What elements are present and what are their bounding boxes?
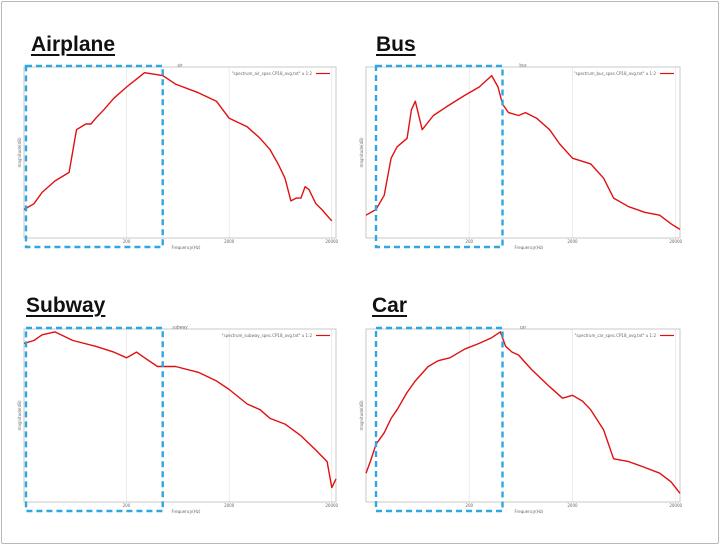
x-tick-label: 200 (465, 503, 473, 508)
legend-label: "spectrum_bus_spec.CP18_avg.txt" u 1:2 (574, 71, 657, 76)
x-tick-label: 2000 (224, 239, 235, 244)
x-axis-label: Frequency(Hz) (515, 509, 544, 514)
y-axis-label: magnitude(dB) (359, 137, 364, 167)
spectrum-line-series-0 (23, 72, 333, 222)
grid (468, 67, 677, 238)
x-axis-label: Frequency(Hz) (515, 245, 544, 250)
panel-title-car: Car (372, 294, 408, 317)
x-tick-label: 2000 (224, 503, 235, 508)
plot-title: bus (519, 63, 526, 68)
x-tick-label: 200 (465, 239, 473, 244)
highlight-region-box (24, 64, 164, 249)
y-axis-label: magnitude(dB) (17, 400, 22, 430)
x-tick-label: 2000 (567, 503, 578, 508)
x-axis-label: Frequency(Hz) (172, 245, 201, 250)
spectrum-line-series-0 (365, 331, 681, 494)
highlight-region-box (374, 64, 504, 249)
spectrum-chart-car: 200 2000 20000 car Frequency(Hz) magnitude(dB… (359, 325, 683, 515)
grid (126, 329, 333, 502)
y-axis-label: magnitude(dB) (17, 137, 22, 167)
spectrum-chart-airplane: 200 2000 20000 air Frequency(Hz) magnitude(dB… (17, 63, 339, 251)
plot-area (23, 328, 337, 503)
plot-area (365, 66, 681, 239)
panel-title-airplane: Airplane (31, 33, 116, 56)
grid (126, 67, 333, 238)
x-tick-label: 2000 (567, 239, 578, 244)
x-tick-label: 20000 (669, 239, 682, 244)
panel-title-subway: Subway (26, 294, 106, 317)
plot-area (365, 328, 681, 503)
legend-label: "spectrum_subway_spec.CP18_avg.txt" u 1:… (222, 333, 313, 338)
plot-title: air (177, 63, 183, 68)
x-tick-label: 200 (123, 239, 131, 244)
y-axis-label: magnitude(dB) (359, 400, 364, 430)
spectrum-line-series-0 (365, 74, 681, 230)
legend-label: "spectrum_air_spec.CP18_avg.txt" u 1:2 (232, 71, 313, 76)
x-tick-label: 20000 (325, 239, 338, 244)
highlight-region-box (374, 326, 504, 513)
spectrum-chart-bus: 200 2000 20000 bus Frequency(Hz) magnitude(dB… (359, 63, 683, 251)
spectrum-line-series-0 (23, 331, 337, 489)
legend-label: "spectrum_car_spec.CP18_avg.txt" u 1:2 (575, 333, 657, 338)
panel-title-bus: Bus (376, 33, 416, 56)
spectrum-chart-subway: 200 2000 20000 subway Frequency(Hz) magnitude… (17, 325, 339, 515)
x-tick-label: 20000 (325, 503, 338, 508)
plot-area (23, 66, 337, 239)
plot-title: subway (172, 325, 188, 330)
x-tick-label: 200 (123, 503, 131, 508)
grid (468, 329, 677, 502)
x-axis-label: Frequency(Hz) (172, 509, 201, 514)
x-tick-label: 20000 (669, 503, 682, 508)
plot-title: car (520, 325, 527, 330)
